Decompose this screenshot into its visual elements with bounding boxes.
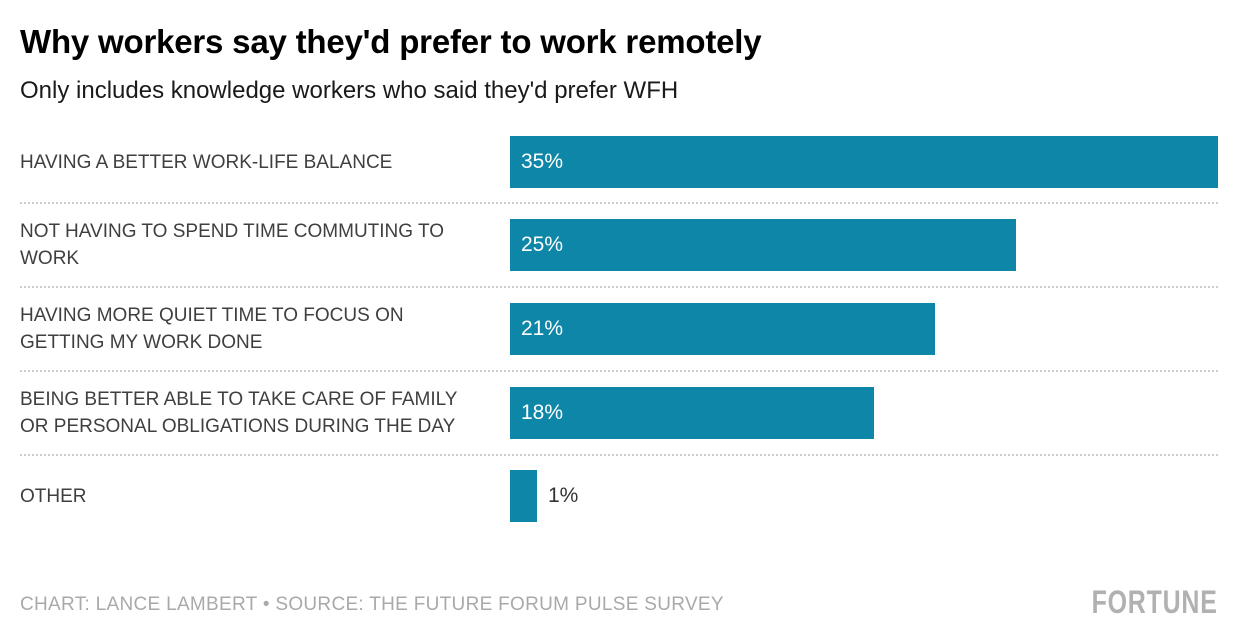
bar: 18%: [510, 387, 875, 439]
chart-row: BEING BETTER ABLE TO TAKE CARE OF FAMILY…: [20, 372, 1218, 456]
chart-subtitle: Only includes knowledge workers who said…: [20, 77, 679, 104]
bar: 25%: [510, 219, 1016, 271]
bar-area: 18%: [510, 387, 1218, 439]
value-label-inside: 18%: [521, 401, 564, 424]
category-label: OTHER: [20, 485, 87, 507]
bar: 21%: [510, 303, 935, 355]
chart-row: OTHER 1%: [20, 456, 1218, 536]
value-label-inside: 25%: [521, 233, 564, 256]
category-label: HAVING MORE QUIET TIME TO FOCUS ON GETTI…: [20, 305, 404, 353]
value-label-outside: 1%: [548, 484, 579, 507]
category-label: BEING BETTER ABLE TO TAKE CARE OF FAMILY…: [20, 389, 458, 437]
bar: [510, 470, 537, 522]
bar: 35%: [510, 136, 1218, 188]
source-credit: CHART: LANCE LAMBERT • SOURCE: THE FUTUR…: [20, 594, 724, 615]
bar-area: 21%: [510, 303, 1218, 355]
bar-area: 35%: [510, 136, 1218, 188]
chart-row: NOT HAVING TO SPEND TIME COMMUTING TO WO…: [20, 204, 1218, 288]
bar-area: 1%: [510, 470, 1218, 522]
bar-area: 25%: [510, 219, 1218, 271]
chart-row: HAVING A BETTER WORK-LIFE BALANCE 35%: [20, 122, 1218, 204]
page-title: Why workers say they'd prefer to work re…: [20, 23, 762, 60]
value-label-inside: 21%: [521, 317, 564, 340]
bar-chart: HAVING A BETTER WORK-LIFE BALANCE 35% NO…: [20, 122, 1218, 536]
fortune-logo: FORTUNE: [1091, 584, 1218, 620]
value-label-inside: 35%: [521, 150, 564, 173]
category-label: HAVING A BETTER WORK-LIFE BALANCE: [20, 151, 393, 173]
category-label: NOT HAVING TO SPEND TIME COMMUTING TO WO…: [20, 221, 445, 269]
chart-row: HAVING MORE QUIET TIME TO FOCUS ON GETTI…: [20, 288, 1218, 372]
chart-footer: CHART: LANCE LAMBERT • SOURCE: THE FUTUR…: [20, 584, 1218, 622]
